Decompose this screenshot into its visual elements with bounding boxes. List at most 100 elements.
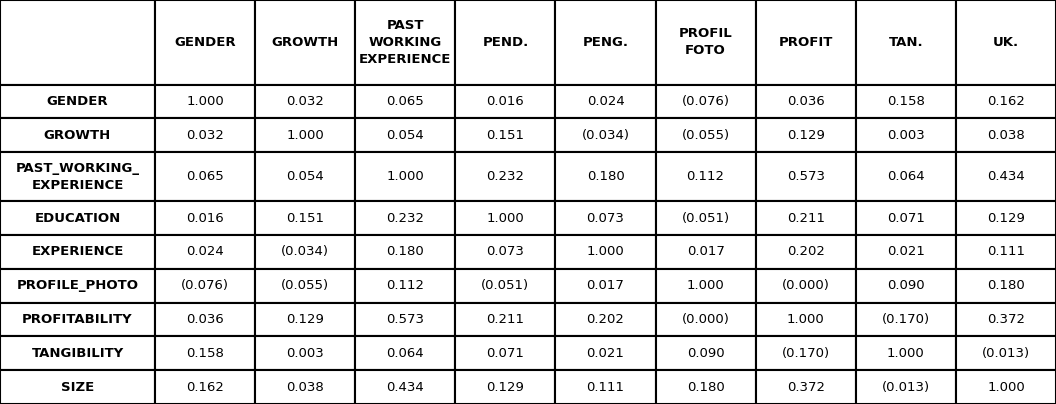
Text: (0.051): (0.051) [482, 279, 529, 292]
Text: GROWTH: GROWTH [44, 129, 111, 142]
Bar [756, 269, 855, 303]
Text: 0.162: 0.162 [987, 95, 1025, 108]
Text: 0.573: 0.573 [386, 313, 425, 326]
Bar [956, 0, 1056, 84]
Bar [355, 235, 455, 269]
Bar [555, 370, 656, 404]
Text: 0.372: 0.372 [987, 313, 1025, 326]
Bar [555, 269, 656, 303]
Text: 0.036: 0.036 [186, 313, 224, 326]
Text: 0.573: 0.573 [787, 170, 825, 183]
Bar [355, 152, 455, 201]
Bar [0, 84, 155, 118]
Bar [256, 303, 355, 337]
Bar [355, 84, 455, 118]
Bar [855, 118, 956, 152]
Bar [956, 84, 1056, 118]
Bar [155, 118, 256, 152]
Text: (0.076): (0.076) [181, 279, 229, 292]
Text: (0.055): (0.055) [281, 279, 329, 292]
Text: 0.017: 0.017 [586, 279, 624, 292]
Bar [656, 235, 756, 269]
Bar [656, 84, 756, 118]
Bar [656, 370, 756, 404]
Bar [455, 303, 555, 337]
Bar [256, 337, 355, 370]
Text: 0.038: 0.038 [987, 129, 1024, 142]
Bar [455, 0, 555, 84]
Text: 0.211: 0.211 [487, 313, 525, 326]
Bar [555, 235, 656, 269]
Text: 0.032: 0.032 [286, 95, 324, 108]
Text: 0.016: 0.016 [186, 212, 224, 225]
Text: 0.372: 0.372 [787, 381, 825, 393]
Text: (0.170): (0.170) [781, 347, 830, 360]
Text: 0.021: 0.021 [887, 245, 925, 258]
Text: PENG.: PENG. [583, 36, 628, 49]
Bar [0, 370, 155, 404]
Text: 0.232: 0.232 [386, 212, 425, 225]
Text: 0.180: 0.180 [587, 170, 624, 183]
Bar [756, 235, 855, 269]
Bar [756, 118, 855, 152]
Text: TAN.: TAN. [888, 36, 923, 49]
Text: PAST
WORKING
EXPERIENCE: PAST WORKING EXPERIENCE [359, 19, 452, 66]
Text: 1.000: 1.000 [386, 170, 425, 183]
Bar [555, 118, 656, 152]
Bar [455, 337, 555, 370]
Bar [555, 84, 656, 118]
Text: 0.151: 0.151 [487, 129, 525, 142]
Text: (0.170): (0.170) [882, 313, 930, 326]
Text: PROFITABILITY: PROFITABILITY [22, 313, 133, 326]
Text: 0.111: 0.111 [586, 381, 624, 393]
Bar [855, 269, 956, 303]
Text: 0.032: 0.032 [186, 129, 224, 142]
Bar [355, 337, 455, 370]
Bar [0, 118, 155, 152]
Text: 0.064: 0.064 [887, 170, 925, 183]
Bar [555, 303, 656, 337]
Bar [155, 303, 256, 337]
Bar [155, 0, 256, 84]
Bar [855, 152, 956, 201]
Text: PEND.: PEND. [483, 36, 528, 49]
Text: 0.112: 0.112 [686, 170, 724, 183]
Bar [256, 84, 355, 118]
Text: 1.000: 1.000 [787, 313, 825, 326]
Bar [855, 370, 956, 404]
Bar [656, 269, 756, 303]
Text: GENDER: GENDER [46, 95, 109, 108]
Text: 0.434: 0.434 [386, 381, 425, 393]
Bar [0, 337, 155, 370]
Bar [0, 269, 155, 303]
Text: 1.000: 1.000 [487, 212, 524, 225]
Text: 0.180: 0.180 [686, 381, 724, 393]
Text: (0.000): (0.000) [781, 279, 830, 292]
Text: 0.065: 0.065 [186, 170, 224, 183]
Text: 0.180: 0.180 [386, 245, 425, 258]
Bar [355, 303, 455, 337]
Text: (0.013): (0.013) [982, 347, 1030, 360]
Text: 0.158: 0.158 [186, 347, 224, 360]
Text: 0.003: 0.003 [286, 347, 324, 360]
Text: 0.129: 0.129 [286, 313, 324, 326]
Bar [0, 201, 155, 235]
Bar [155, 370, 256, 404]
Text: 0.090: 0.090 [686, 347, 724, 360]
Bar [656, 201, 756, 235]
Bar [355, 0, 455, 84]
Bar [555, 337, 656, 370]
Bar [855, 337, 956, 370]
Text: 0.054: 0.054 [286, 170, 324, 183]
Text: 0.202: 0.202 [787, 245, 825, 258]
Bar [555, 0, 656, 84]
Bar [256, 201, 355, 235]
Text: 0.202: 0.202 [586, 313, 624, 326]
Bar [256, 152, 355, 201]
Bar [155, 201, 256, 235]
Bar [256, 370, 355, 404]
Text: TANGIBILITY: TANGIBILITY [32, 347, 124, 360]
Bar [0, 303, 155, 337]
Text: 0.017: 0.017 [686, 245, 724, 258]
Bar [956, 337, 1056, 370]
